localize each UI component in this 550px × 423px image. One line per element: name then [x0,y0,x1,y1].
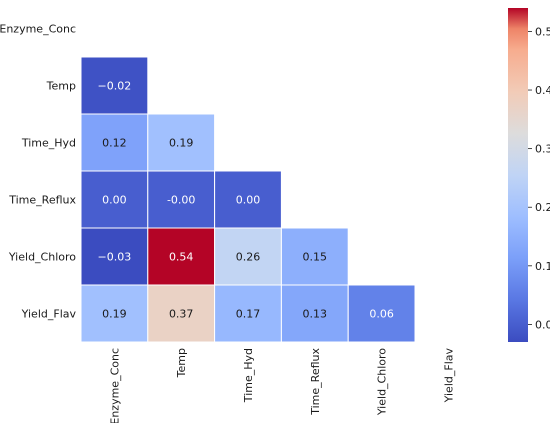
heatmap-cell-Yield_Chloro-Time_Reflux [280,227,349,286]
heatmap-cell-Yield_Chloro-Temp [147,227,216,286]
x-tick-label: Temp [175,348,188,378]
heatmap-cell-labels: −0.02 0.12 0.19 0.00 -0.00 0.00 −0.03 0.54 0.26 0… [98,80,394,321]
x-tick-label: Enzyme_Conc [108,348,121,423]
cell-value-label: 0.06 [369,308,394,321]
colorbar-tick-label: 0.0 [535,318,550,331]
x-tick-label: Yield_Chloro [376,348,389,416]
heatmap-cell-Time_Hyd-Temp [147,113,216,172]
cell-value-label: −0.03 [98,251,132,264]
y-tick-labels: Enzyme_Conc Temp Time_Hyd Time_Reflux Yield_… [0,23,76,321]
x-tick-label: Yield_Flav [442,348,455,404]
cell-value-label: 0.17 [236,308,261,321]
cell-value-label: 0.54 [169,251,194,264]
colorbar-tick-label: 0.1 [535,260,550,273]
cell-value-label: 0.19 [102,308,127,321]
cell-value-label: −0.02 [98,80,132,93]
cell-value-label: 0.00 [236,194,261,207]
cell-value-label: 0.13 [303,308,328,321]
colorbar [508,8,528,342]
heatmap-cell-Yield_Flav-Temp [147,284,216,343]
colorbar-tick-label: 0.3 [535,143,550,156]
heatmap-cells [80,56,416,343]
heatmap-cell-Yield_Flav-Yield_Chloro [347,284,416,343]
cell-value-label: 0.19 [169,137,194,150]
y-tick-label: Time_Hyd [21,137,76,150]
y-tick-label: Time_Reflux [8,194,76,207]
cell-value-label: 0.37 [169,308,194,321]
heatmap-cell-Time_Reflux-Time_Hyd [214,170,282,229]
heatmap-cell-Time_Hyd-Enzyme_Conc [80,113,149,172]
y-tick-label: Yield_Chloro [8,251,76,264]
colorbar-tick-label: 0.2 [535,201,550,214]
cell-value-label: 0.12 [102,137,127,150]
cell-value-label: 0.00 [102,194,127,207]
heatmap-cell-Temp-Enzyme_Conc [80,56,149,115]
y-tick-label: Temp [46,80,76,93]
cell-value-label: 0.26 [236,251,261,264]
colorbar-tick-label: 0.4 [535,84,550,97]
colorbar-ticks: 0.0 0.1 0.2 0.3 0.4 0.5 [528,25,550,331]
cell-value-label: 0.15 [303,251,328,264]
y-tick-label: Yield_Flav [21,308,77,321]
x-tick-label: Time_Reflux [309,348,322,416]
heatmap-cell-Yield_Flav-Time_Reflux [280,284,349,343]
cell-value-label: -0.00 [167,194,195,207]
heatmap-cell-Yield_Flav-Time_Hyd [214,284,282,343]
y-tick-label: Enzyme_Conc [0,23,76,36]
x-tick-label: Time_Hyd [242,348,255,403]
x-tick-labels: Enzyme_Conc Temp Time_Hyd Time_Reflux Yield_… [108,348,455,423]
colorbar-tick-label: 0.5 [535,25,550,38]
